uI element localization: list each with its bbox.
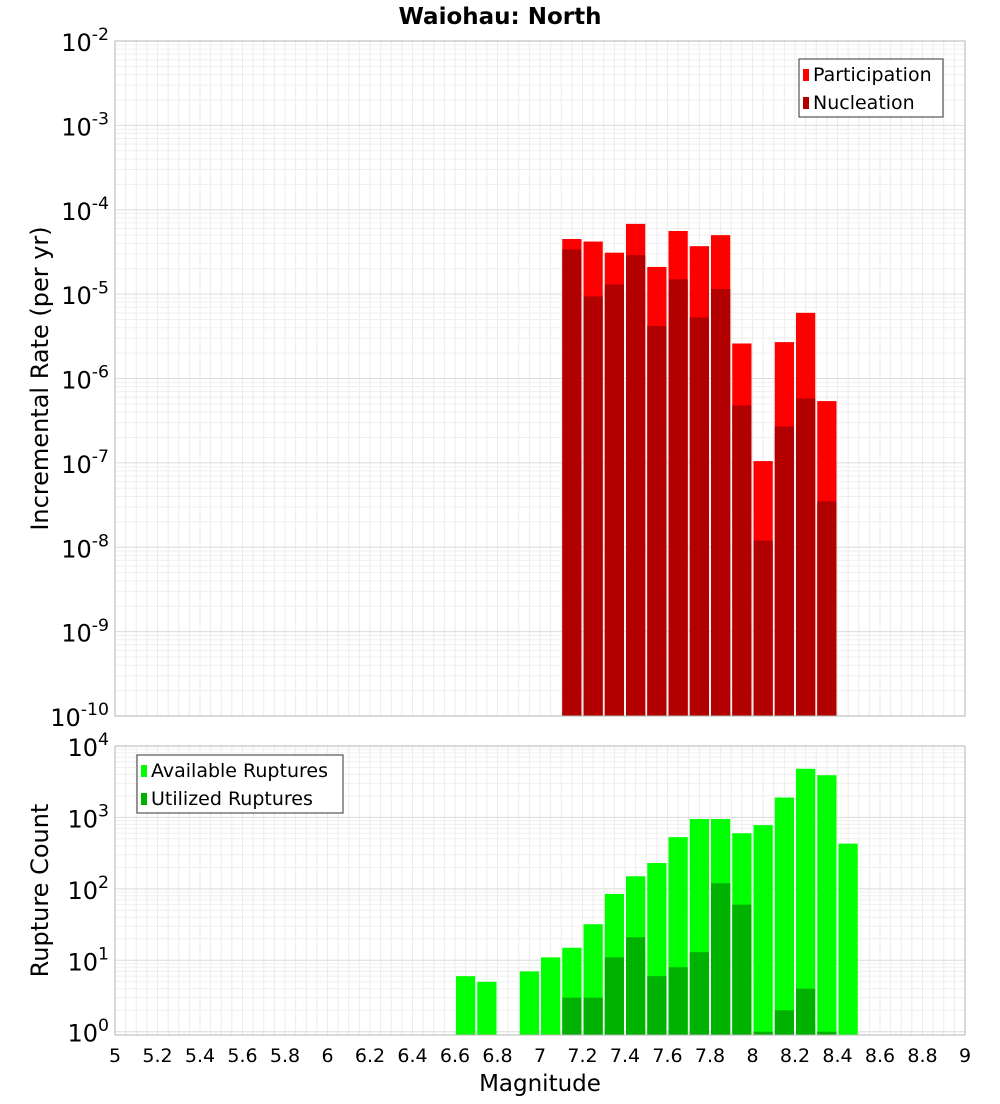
bar-utilized — [732, 904, 752, 1035]
x-tick-label: 7 — [534, 1045, 546, 1067]
x-tick-label: 6.4 — [397, 1045, 427, 1067]
legend-swatch-available — [141, 765, 147, 777]
legend-label: Nucleation — [813, 92, 915, 114]
bar-available — [796, 768, 816, 1035]
bar-nucleation — [689, 317, 709, 716]
bar-utilized — [689, 952, 709, 1035]
bar-utilized — [626, 937, 646, 1035]
legend-label: Participation — [813, 64, 932, 86]
bar-nucleation — [626, 255, 646, 716]
bar-nucleation — [583, 296, 603, 716]
y-axis-label: Incremental Rate (per yr) — [26, 226, 54, 530]
bar-utilized — [604, 957, 624, 1035]
legend-swatch-participation — [803, 69, 809, 81]
x-tick-label: 6.6 — [440, 1045, 470, 1067]
bar-available — [519, 971, 539, 1035]
y-axis-label: Rupture Count — [26, 804, 54, 978]
x-tick-label: 7.4 — [610, 1045, 640, 1067]
bar-nucleation — [668, 279, 688, 716]
chart-title: Waiohau: North — [399, 4, 602, 30]
y-tick-label: 10-8 — [61, 531, 109, 563]
x-tick-label: 6.2 — [355, 1045, 385, 1067]
y-tick-label: 10-3 — [61, 110, 109, 142]
legend-label: Available Ruptures — [151, 760, 328, 782]
bar-utilized — [711, 883, 731, 1035]
x-tick-label: 7.6 — [652, 1045, 682, 1067]
bar-nucleation — [796, 398, 816, 716]
y-tick-label: 10-10 — [50, 700, 109, 732]
bar-utilized — [647, 976, 667, 1035]
x-tick-label: 8 — [746, 1045, 758, 1067]
x-tick-label: 8.6 — [865, 1045, 895, 1067]
bar-utilized — [668, 967, 688, 1035]
y-tick-label: 10-2 — [61, 25, 109, 57]
x-tick-label: 5 — [109, 1045, 121, 1067]
x-tick-label: 6 — [321, 1045, 333, 1067]
bar-available — [456, 976, 476, 1035]
y-tick-label: 103 — [67, 802, 109, 834]
legend-box — [136, 754, 344, 814]
x-tick-label: 5.8 — [270, 1045, 300, 1067]
bar-nucleation — [647, 325, 667, 716]
bar-nucleation — [711, 289, 731, 716]
legend-label: Utilized Ruptures — [151, 788, 313, 810]
bar-utilized — [562, 997, 582, 1035]
y-tick-label: 10-6 — [61, 363, 109, 395]
y-tick-label: 102 — [67, 873, 109, 905]
x-tick-label: 8.4 — [822, 1045, 852, 1067]
x-tick-label: 7.8 — [695, 1045, 725, 1067]
y-tick-label: 104 — [67, 730, 109, 762]
x-tick-label: 6.8 — [482, 1045, 512, 1067]
y-tick-label: 10-9 — [61, 616, 109, 648]
y-tick-label: 100 — [67, 1016, 109, 1048]
x-tick-label: 5.6 — [227, 1045, 257, 1067]
bar-available — [477, 981, 497, 1035]
bar-nucleation — [732, 405, 752, 716]
bar-utilized — [796, 988, 816, 1035]
x-axis-label: Magnitude — [479, 1071, 601, 1097]
bar-utilized — [817, 1031, 837, 1035]
x-tick-label: 8.2 — [780, 1045, 810, 1067]
bar-nucleation — [562, 249, 582, 716]
bar-utilized — [583, 997, 603, 1035]
bar-nucleation — [774, 426, 794, 716]
bar-utilized — [753, 1031, 773, 1035]
y-tick-label: 10-5 — [61, 278, 109, 310]
x-tick-label: 9 — [959, 1045, 971, 1067]
legend-box — [798, 58, 944, 118]
x-tick-label: 5.2 — [142, 1045, 172, 1067]
bar-nucleation — [604, 284, 624, 716]
plot-border-0 — [114, 40, 966, 717]
bar-available — [541, 957, 561, 1035]
bar-available — [774, 797, 794, 1035]
plot-border-1 — [114, 745, 966, 1036]
bar-available — [753, 825, 773, 1035]
x-tick-label: 5.4 — [185, 1045, 215, 1067]
y-tick-label: 10-4 — [61, 194, 109, 226]
x-tick-label: 8.8 — [907, 1045, 937, 1067]
legend-swatch-nucleation — [803, 97, 809, 109]
y-tick-label: 101 — [67, 944, 109, 976]
bar-utilized — [774, 1010, 794, 1035]
bar-available — [838, 843, 858, 1035]
y-tick-label: 10-7 — [61, 447, 109, 479]
bar-nucleation — [753, 540, 773, 716]
legend-swatch-utilized — [141, 793, 147, 805]
bar-nucleation — [817, 501, 837, 716]
x-tick-label: 7.2 — [567, 1045, 597, 1067]
bar-available — [817, 775, 837, 1035]
